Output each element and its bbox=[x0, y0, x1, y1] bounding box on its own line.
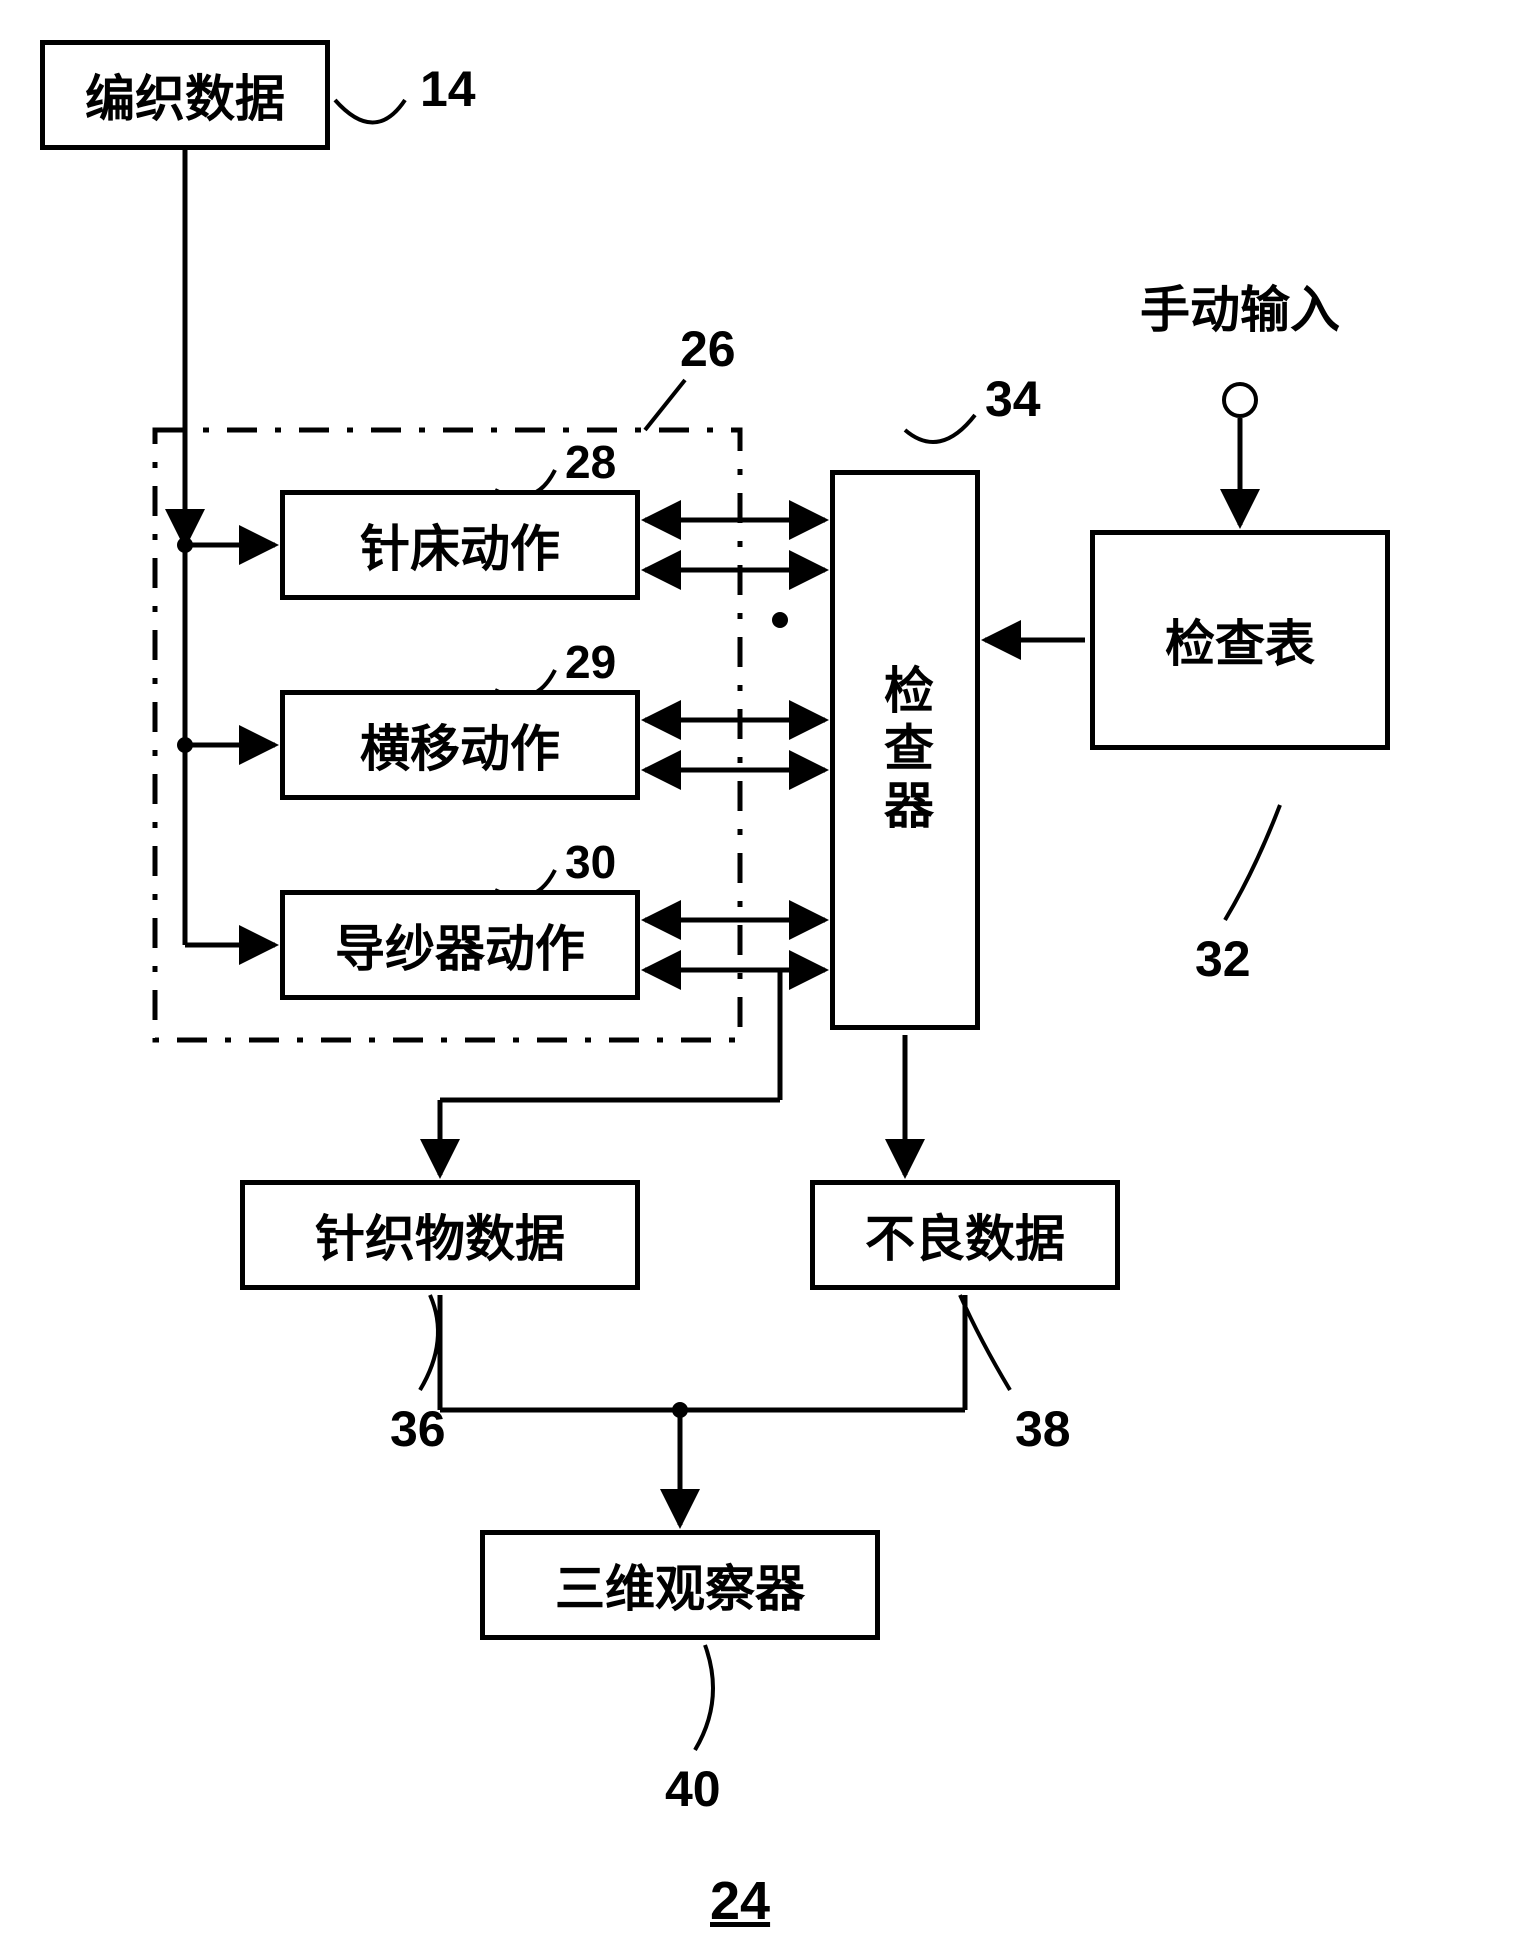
box-viewer3d-label: 三维观察器 bbox=[555, 1549, 805, 1621]
box-needlebed: 针床动作 bbox=[280, 490, 640, 600]
ref-30: 30 bbox=[565, 835, 616, 889]
box-check-table: 检查表 bbox=[1090, 530, 1390, 750]
box-knit-data: 针织物数据 bbox=[240, 1180, 640, 1290]
box-yarn-guide: 导纱器动作 bbox=[280, 890, 640, 1000]
ref-36: 36 bbox=[390, 1400, 446, 1458]
diagram-canvas: 编织数据 针床动作 横移动作 导纱器动作 检查器 检查表 针织物数据 不良数据 … bbox=[0, 0, 1518, 1960]
ref-26: 26 bbox=[680, 320, 736, 378]
box-check-table-label: 检查表 bbox=[1165, 604, 1315, 676]
box-knit-data-label: 针织物数据 bbox=[315, 1199, 565, 1271]
box-knitting-data-label: 编织数据 bbox=[85, 59, 285, 131]
box-knitting-data: 编织数据 bbox=[40, 40, 330, 150]
box-defect-data: 不良数据 bbox=[810, 1180, 1120, 1290]
box-needlebed-label: 针床动作 bbox=[360, 509, 560, 581]
ref-29: 29 bbox=[565, 635, 616, 689]
manual-input-terminal bbox=[1222, 382, 1258, 418]
box-defect-data-label: 不良数据 bbox=[865, 1199, 1065, 1271]
ref-34: 34 bbox=[985, 370, 1041, 428]
box-yarn-guide-label: 导纱器动作 bbox=[335, 909, 585, 981]
box-checker: 检查器 bbox=[830, 470, 980, 1030]
box-checker-label: 检查器 bbox=[869, 664, 941, 837]
ref-28: 28 bbox=[565, 435, 616, 489]
figure-number: 24 bbox=[710, 1870, 770, 1932]
ref-38: 38 bbox=[1015, 1400, 1071, 1458]
ref-14: 14 bbox=[420, 60, 476, 118]
ref-32: 32 bbox=[1195, 930, 1251, 988]
box-viewer3d: 三维观察器 bbox=[480, 1530, 880, 1640]
ref-40: 40 bbox=[665, 1760, 721, 1818]
box-transfer: 横移动作 bbox=[280, 690, 640, 800]
box-transfer-label: 横移动作 bbox=[360, 709, 560, 781]
manual-input-label: 手动输入 bbox=[1140, 270, 1340, 342]
